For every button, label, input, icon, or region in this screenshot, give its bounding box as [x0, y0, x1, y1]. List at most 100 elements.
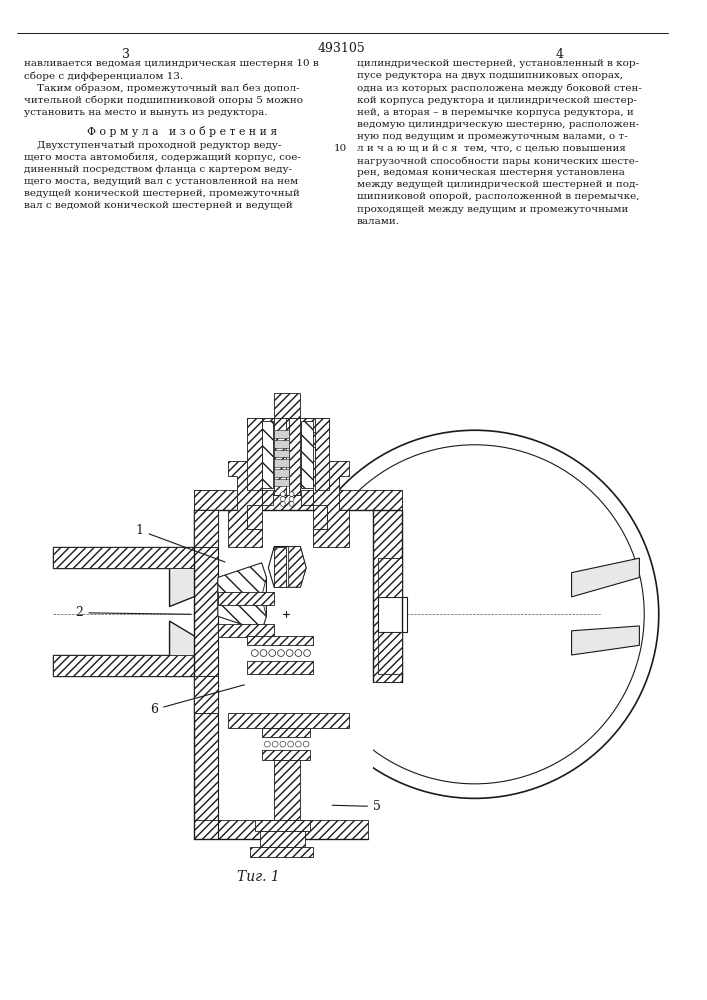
Polygon shape: [274, 479, 288, 486]
Circle shape: [286, 650, 293, 656]
Text: проходящей между ведущим и промежуточными: проходящей между ведущим и промежуточным…: [356, 205, 628, 214]
Text: пусе редуктора на двух подшипниковых опорах,: пусе редуктора на двух подшипниковых опо…: [356, 71, 623, 80]
Text: 5: 5: [332, 800, 381, 813]
Polygon shape: [274, 418, 286, 495]
Polygon shape: [301, 490, 313, 505]
Polygon shape: [274, 469, 288, 477]
Circle shape: [305, 445, 644, 784]
Polygon shape: [194, 510, 218, 547]
Bar: [378, 597, 407, 632]
Polygon shape: [274, 547, 286, 587]
Polygon shape: [301, 421, 313, 488]
Text: 10: 10: [334, 144, 347, 153]
Polygon shape: [288, 547, 306, 587]
Polygon shape: [53, 655, 194, 676]
Text: Τиг. 1: Τиг. 1: [238, 870, 280, 884]
Polygon shape: [218, 597, 267, 631]
Polygon shape: [255, 820, 310, 831]
Polygon shape: [228, 461, 262, 547]
Circle shape: [304, 650, 310, 656]
Text: 493105: 493105: [318, 42, 366, 55]
Circle shape: [281, 497, 286, 501]
Text: 2: 2: [76, 606, 191, 619]
Polygon shape: [170, 621, 218, 676]
Polygon shape: [373, 490, 402, 682]
Text: л и ч а ю щ и й с я  тем, что, с целью повышения: л и ч а ю щ и й с я тем, что, с целью по…: [356, 144, 626, 153]
Polygon shape: [274, 760, 300, 820]
Circle shape: [289, 492, 294, 497]
Polygon shape: [274, 393, 300, 418]
Text: цилиндрической шестерней, установленный в кор-: цилиндрической шестерней, установленный …: [356, 59, 638, 68]
Text: 3: 3: [122, 48, 130, 61]
Text: сборе с дифференциалом 13.: сборе с дифференциалом 13.: [24, 71, 184, 81]
Text: Таким образом, промежуточный вал без допол-: Таким образом, промежуточный вал без доп…: [24, 83, 300, 93]
Text: 4: 4: [556, 48, 564, 61]
Polygon shape: [378, 558, 402, 597]
Text: установить на место и вынуть из редуктора.: установить на место и вынуть из редуктор…: [24, 108, 268, 117]
Bar: [218, 510, 373, 820]
Polygon shape: [288, 418, 300, 495]
Polygon shape: [247, 661, 313, 674]
Polygon shape: [274, 440, 288, 448]
Polygon shape: [250, 847, 313, 857]
Text: одна из которых расположена между боковой стен-: одна из которых расположена между боково…: [356, 83, 641, 93]
Polygon shape: [194, 490, 218, 839]
Text: диненный посредством фланца с картером веду-: диненный посредством фланца с картером в…: [24, 165, 292, 174]
Polygon shape: [53, 547, 194, 568]
Text: рен, ведомая коническая шестерня установлена: рен, ведомая коническая шестерня установ…: [356, 168, 624, 177]
Polygon shape: [315, 418, 329, 490]
Text: щего моста, ведущий вал с установленной на нем: щего моста, ведущий вал с установленной …: [24, 177, 298, 186]
Polygon shape: [247, 418, 329, 432]
Circle shape: [303, 741, 309, 747]
Polygon shape: [262, 728, 310, 737]
Polygon shape: [194, 676, 218, 713]
Text: ведомую цилиндрическую шестерню, расположен-: ведомую цилиндрическую шестерню, располо…: [356, 120, 638, 129]
Circle shape: [264, 741, 270, 747]
Text: Ф о р м у л а   и з о б р е т е н и я: Ф о р м у л а и з о б р е т е н и я: [87, 126, 277, 137]
Text: ную под ведущим и промежуточным валами, о т-: ную под ведущим и промежуточным валами, …: [356, 132, 627, 141]
Polygon shape: [247, 505, 262, 529]
Polygon shape: [218, 563, 267, 597]
Text: щего моста автомобиля, содержащий корпус, сое-: щего моста автомобиля, содержащий корпус…: [24, 153, 301, 162]
Circle shape: [281, 501, 286, 506]
Text: чительной сборки подшипниковой опоры 5 можно: чительной сборки подшипниковой опоры 5 м…: [24, 96, 303, 105]
Polygon shape: [571, 626, 639, 655]
Polygon shape: [257, 432, 320, 447]
Text: навливается ведомая цилиндрическая шестерня 10 в: навливается ведомая цилиндрическая шесте…: [24, 59, 319, 68]
Polygon shape: [274, 459, 288, 467]
Polygon shape: [313, 505, 327, 529]
Polygon shape: [218, 624, 274, 637]
Polygon shape: [378, 632, 402, 674]
Circle shape: [252, 650, 258, 656]
Polygon shape: [194, 820, 368, 839]
Text: нагрузочной способности пары конических шесте-: нагрузочной способности пары конических …: [356, 156, 638, 166]
Polygon shape: [247, 636, 313, 645]
Polygon shape: [228, 713, 349, 728]
Circle shape: [289, 497, 294, 501]
Bar: [262, 418, 315, 495]
Polygon shape: [53, 547, 194, 568]
Circle shape: [269, 650, 276, 656]
Text: ведущей конической шестерней, промежуточный: ведущей конической шестерней, промежуточ…: [24, 189, 300, 198]
Polygon shape: [170, 547, 218, 607]
Text: ней, а вторая – в перемычке корпуса редуктора, и: ней, а вторая – в перемычке корпуса реду…: [356, 108, 633, 117]
Polygon shape: [378, 547, 402, 682]
Polygon shape: [274, 430, 288, 438]
Circle shape: [260, 650, 267, 656]
Circle shape: [291, 430, 659, 798]
Circle shape: [295, 650, 302, 656]
Text: 1: 1: [136, 524, 225, 562]
Circle shape: [289, 501, 294, 506]
Text: кой корпуса редуктора и цилиндрической шестер-: кой корпуса редуктора и цилиндрической ш…: [356, 96, 636, 105]
Polygon shape: [194, 676, 218, 713]
Polygon shape: [262, 490, 273, 505]
Circle shape: [280, 741, 286, 747]
Text: Двухступенчатый проходной редуктор веду-: Двухступенчатый проходной редуктор веду-: [24, 141, 281, 150]
Circle shape: [281, 492, 286, 497]
Text: вал с ведомой конической шестерней и ведущей: вал с ведомой конической шестерней и вед…: [24, 201, 293, 210]
Polygon shape: [259, 831, 305, 847]
Circle shape: [288, 741, 293, 747]
Polygon shape: [247, 418, 262, 490]
Polygon shape: [218, 563, 267, 631]
Text: шипниковой опорой, расположенной в перемычке,: шипниковой опорой, расположенной в перем…: [356, 192, 639, 201]
